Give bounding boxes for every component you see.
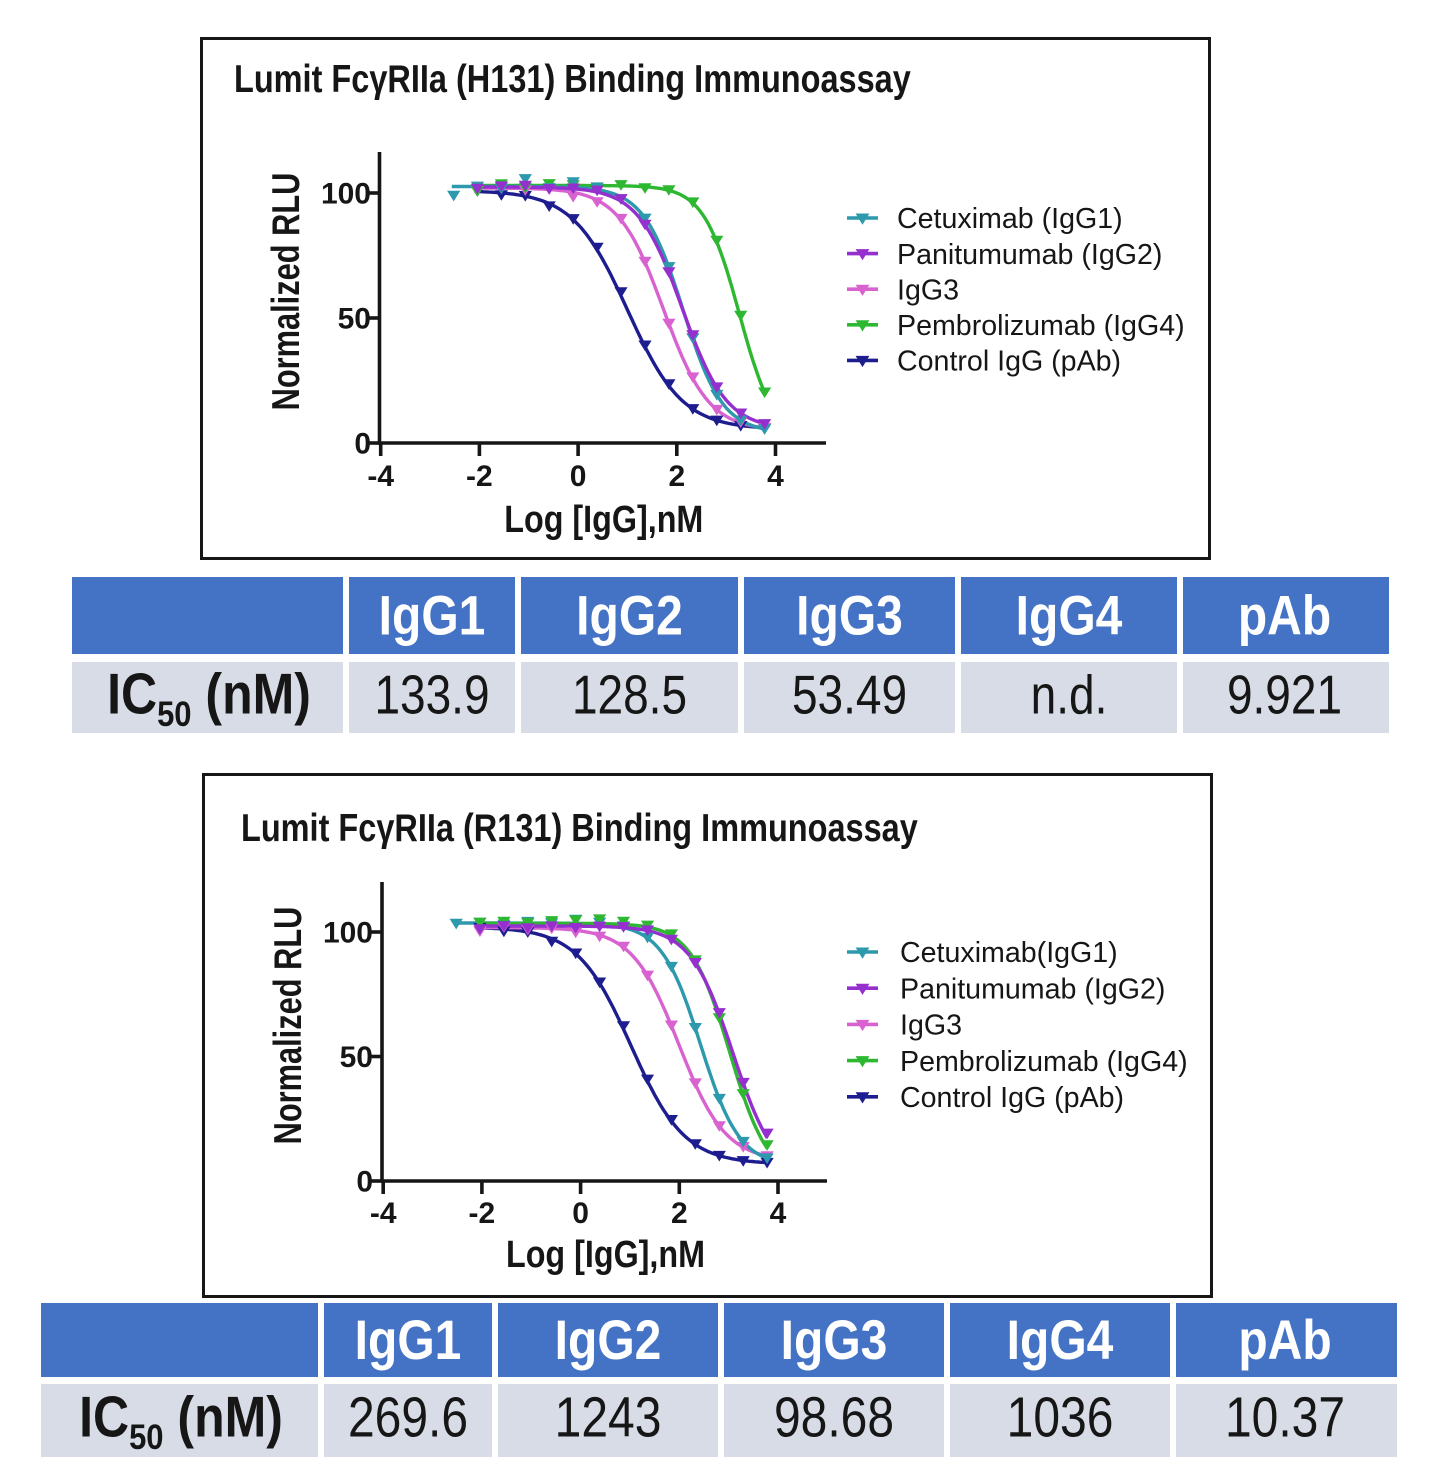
- svg-text:pAb: pAb: [1238, 1309, 1331, 1371]
- svg-text:n.d.: n.d.: [1031, 664, 1108, 725]
- svg-text:4: 4: [770, 1197, 787, 1230]
- svg-text:Normalized RLU: Normalized RLU: [265, 173, 308, 411]
- svg-text:IgG2: IgG2: [576, 584, 683, 646]
- svg-text:0: 0: [572, 1197, 589, 1230]
- svg-text:4: 4: [767, 460, 784, 493]
- svg-text:53.49: 53.49: [792, 664, 907, 725]
- svg-text:IgG1: IgG1: [355, 1309, 462, 1371]
- svg-text:IgG1: IgG1: [379, 584, 486, 646]
- svg-text:Cetuximab(IgG1): Cetuximab(IgG1): [900, 937, 1118, 969]
- svg-text:IC50 (nM): IC50 (nM): [107, 662, 311, 734]
- svg-text:IgG3: IgG3: [897, 274, 959, 306]
- svg-text:50: 50: [340, 1041, 373, 1074]
- svg-text:-4: -4: [367, 460, 394, 493]
- svg-text:2: 2: [668, 460, 685, 493]
- svg-text:0: 0: [356, 1165, 373, 1198]
- svg-text:IC50 (nM): IC50 (nM): [79, 1385, 283, 1457]
- svg-text:269.6: 269.6: [348, 1386, 468, 1450]
- svg-text:Cetuximab (IgG1): Cetuximab (IgG1): [897, 203, 1123, 235]
- svg-text:0: 0: [354, 427, 371, 460]
- svg-text:IgG3: IgG3: [796, 584, 903, 646]
- svg-text:IgG4: IgG4: [1016, 584, 1123, 646]
- svg-text:IgG3: IgG3: [900, 1010, 962, 1042]
- svg-text:Log [IgG],nM: Log [IgG],nM: [506, 1234, 705, 1276]
- svg-text:IgG4: IgG4: [1007, 1309, 1114, 1371]
- svg-text:-2: -2: [466, 460, 493, 493]
- svg-text:Control IgG (pAb): Control IgG (pAb): [900, 1082, 1124, 1114]
- svg-text:0: 0: [570, 460, 587, 493]
- svg-text:128.5: 128.5: [572, 664, 687, 725]
- svg-text:pAb: pAb: [1238, 584, 1331, 646]
- svg-text:IgG3: IgG3: [781, 1309, 888, 1371]
- svg-text:100: 100: [323, 916, 373, 949]
- svg-text:Log [IgG],nM: Log [IgG],nM: [504, 499, 703, 541]
- svg-text:Lumit FcγRIIa (H131) Binding I: Lumit FcγRIIa (H131) Binding Immunoassay: [234, 57, 911, 100]
- svg-text:Lumit FcγRIIa (R131) Binding I: Lumit FcγRIIa (R131) Binding Immunoassay: [241, 806, 918, 849]
- svg-text:-2: -2: [469, 1197, 496, 1230]
- svg-text:Panitumumab (IgG2): Panitumumab (IgG2): [897, 239, 1162, 271]
- svg-text:10.37: 10.37: [1225, 1386, 1345, 1450]
- svg-text:1243: 1243: [555, 1386, 662, 1450]
- svg-text:133.9: 133.9: [374, 664, 489, 725]
- svg-text:Pembrolizumab (IgG4): Pembrolizumab (IgG4): [900, 1046, 1188, 1078]
- svg-text:Panitumumab (IgG2): Panitumumab (IgG2): [900, 973, 1165, 1005]
- svg-text:98.68: 98.68: [774, 1386, 894, 1450]
- svg-text:IgG2: IgG2: [555, 1309, 662, 1371]
- svg-text:Pembrolizumab (IgG4): Pembrolizumab (IgG4): [897, 310, 1185, 342]
- svg-text:50: 50: [338, 302, 371, 335]
- svg-text:2: 2: [671, 1197, 688, 1230]
- svg-text:-4: -4: [370, 1197, 397, 1230]
- svg-text:9.921: 9.921: [1227, 664, 1342, 725]
- svg-text:1036: 1036: [1007, 1386, 1114, 1450]
- svg-text:Normalized RLU: Normalized RLU: [267, 907, 310, 1145]
- svg-text:Control IgG (pAb): Control IgG (pAb): [897, 346, 1121, 378]
- svg-text:100: 100: [321, 177, 371, 210]
